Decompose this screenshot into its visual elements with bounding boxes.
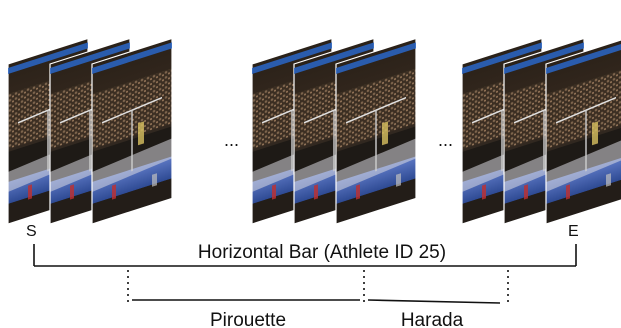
frame-stack-3	[461, 37, 621, 225]
video-frame	[545, 37, 621, 225]
frame-stack-2	[251, 37, 417, 225]
segment-label-harada: Harada	[401, 310, 464, 328]
frame-stack-1	[7, 37, 173, 225]
ellipsis-1: ...	[224, 130, 239, 150]
segment-label-pirouette: Pirouette	[210, 310, 286, 328]
ellipsis-2: ...	[438, 130, 453, 150]
end-label: E	[568, 223, 579, 240]
action-title: Horizontal Bar (Athlete ID 25)	[198, 242, 446, 263]
action-bracket	[33, 244, 577, 267]
video-frame	[91, 37, 173, 225]
video-frame	[335, 37, 417, 225]
start-label: S	[26, 223, 37, 240]
segment-line-harada	[367, 299, 501, 304]
